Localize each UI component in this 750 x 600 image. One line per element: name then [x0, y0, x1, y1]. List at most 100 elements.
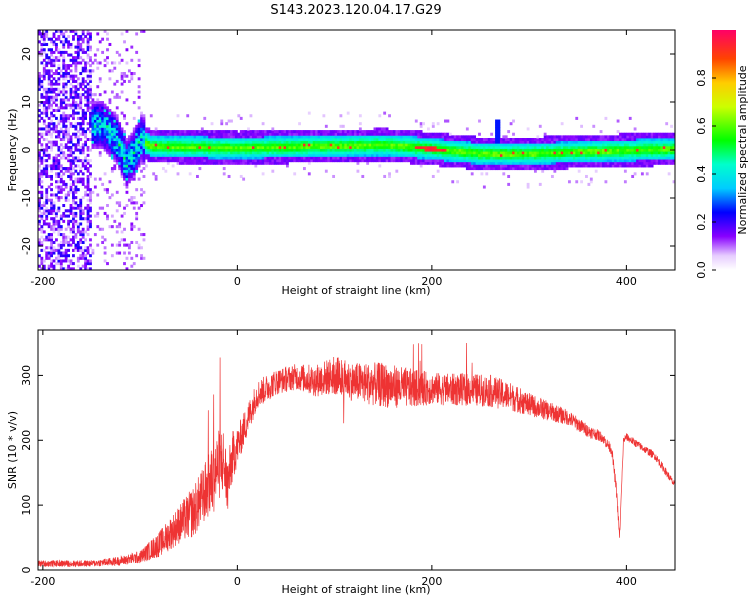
- heatmap-cell: [91, 103, 95, 107]
- heatmap-cell: [76, 82, 80, 86]
- heatmap-cell: [405, 132, 408, 136]
- heatmap-cell: [205, 153, 209, 157]
- heatmap-cell: [101, 227, 105, 231]
- heatmap-cell: [356, 138, 360, 142]
- heatmap-cell: [354, 132, 357, 136]
- heatmap-cell: [164, 169, 168, 173]
- heatmap-cell: [290, 132, 294, 136]
- heatmap-cell: [64, 114, 68, 118]
- heatmap-cell: [79, 124, 83, 128]
- heatmap-cell: [239, 138, 243, 142]
- heatmap-cell: [200, 151, 204, 155]
- heatmap-cell: [57, 106, 61, 110]
- heatmap-cell: [130, 198, 134, 202]
- heatmap-cell: [320, 130, 323, 134]
- heatmap-cell: [45, 238, 49, 242]
- heatmap-cell: [543, 159, 547, 163]
- heatmap-cell: [89, 219, 92, 223]
- heatmap-cell: [487, 164, 491, 168]
- heatmap-cell: [215, 153, 219, 157]
- heatmap-cell: [526, 140, 530, 144]
- heatmap-cell: [162, 167, 165, 171]
- heatmap-cell: [86, 251, 90, 255]
- heatmap-cell: [110, 132, 114, 136]
- heatmap-cell: [332, 151, 336, 155]
- heatmap-cell: [285, 130, 289, 134]
- heatmap-cell: [76, 230, 80, 234]
- heatmap-cell: [89, 58, 92, 62]
- heatmap-cell: [361, 151, 365, 155]
- heatmap-cell: [259, 151, 263, 155]
- heatmap-cell: [546, 148, 549, 152]
- heatmap-cell: [568, 151, 571, 155]
- heatmap-cell: [183, 143, 187, 147]
- heatmap-cell: [380, 138, 384, 142]
- heatmap-cell: [130, 264, 134, 268]
- heatmap-cell: [650, 132, 654, 136]
- heatmap-cell: [446, 153, 450, 157]
- heatmap-cell: [585, 164, 588, 168]
- heatmap-cell: [52, 140, 56, 144]
- heatmap-cell: [55, 172, 58, 176]
- heatmap-cell: [543, 167, 547, 171]
- heatmap-cell: [502, 143, 506, 147]
- heatmap-cell: [412, 135, 416, 139]
- heatmap-cell: [341, 145, 345, 149]
- heatmap-cell: [341, 132, 345, 136]
- heatmap-cell: [127, 138, 131, 142]
- heatmap-cell: [191, 159, 194, 163]
- heatmap-cell: [50, 58, 53, 62]
- heatmap-cell: [142, 122, 146, 126]
- heatmap-cell: [91, 106, 95, 110]
- heatmap-cell: [585, 151, 588, 155]
- heatmap-cell: [346, 145, 350, 149]
- heatmap-cell: [86, 225, 90, 229]
- heatmap-cell: [50, 48, 53, 52]
- heatmap-cell: [597, 140, 601, 144]
- heatmap-cell: [50, 227, 53, 231]
- heatmap-cell: [320, 140, 323, 144]
- heatmap-cell: [69, 140, 73, 144]
- heatmap-cell: [120, 153, 124, 157]
- heatmap-cell: [577, 159, 581, 163]
- heatmap-cell: [200, 161, 204, 165]
- heatmap-cell: [375, 145, 379, 149]
- heatmap-cell: [162, 135, 165, 139]
- heatmap-cell: [50, 135, 53, 139]
- heatmap-cell: [40, 42, 44, 46]
- heatmap-cell: [329, 132, 333, 136]
- heatmap-cell: [363, 145, 367, 149]
- heatmap-cell: [288, 143, 292, 147]
- y-tick-label: 0: [20, 147, 33, 154]
- heatmap-cell: [670, 159, 673, 163]
- heatmap-cell: [169, 135, 173, 139]
- heatmap-cell: [526, 138, 530, 142]
- heatmap-cell: [375, 153, 379, 157]
- heatmap-cell: [137, 156, 141, 160]
- heatmap-cell: [271, 140, 275, 144]
- heatmap-cell: [47, 211, 51, 215]
- heatmap-cell: [293, 159, 297, 163]
- heatmap-cell: [638, 145, 642, 149]
- heatmap-cell: [69, 174, 73, 178]
- heatmap-cell: [52, 211, 56, 215]
- heatmap-cell: [64, 74, 68, 78]
- heatmap-cell: [123, 161, 126, 165]
- heatmap-cell: [118, 156, 122, 160]
- heatmap-cell: [40, 143, 44, 147]
- heatmap-cell: [91, 122, 95, 126]
- heatmap-cell: [589, 180, 593, 184]
- heatmap-cell: [424, 148, 428, 152]
- heatmap-cell: [278, 153, 282, 157]
- heatmap-cell: [259, 135, 263, 139]
- heatmap-cell: [538, 145, 542, 149]
- heatmap-cell: [295, 143, 299, 147]
- heatmap-cell: [137, 148, 141, 152]
- heatmap-cell: [98, 151, 102, 155]
- heatmap-cell: [169, 153, 173, 157]
- heatmap-cell: [67, 267, 71, 270]
- heatmap-cell: [205, 145, 209, 149]
- heatmap-cell: [72, 124, 75, 128]
- heatmap-cell: [45, 72, 49, 76]
- heatmap-cell: [417, 140, 421, 144]
